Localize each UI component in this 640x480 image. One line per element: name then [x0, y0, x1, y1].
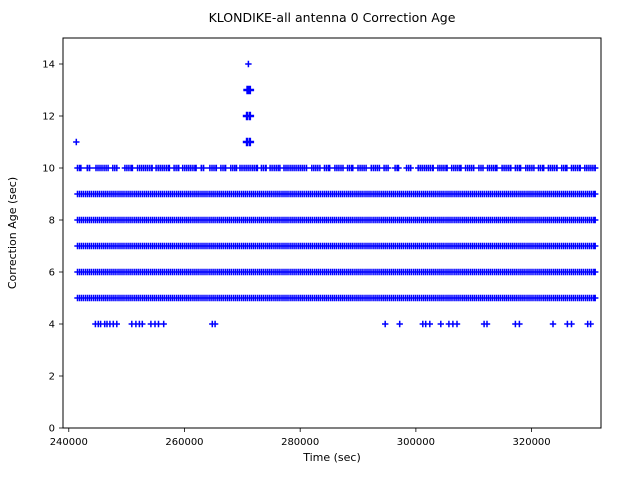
y-tick-label: 12	[42, 112, 55, 123]
y-tick-label: 2	[49, 372, 55, 383]
y-axis-label: Correction Age (sec)	[6, 177, 19, 289]
x-tick-label: 320000	[512, 437, 550, 448]
y-tick-labels: 0 2 4 6 8 10 12 14	[42, 60, 55, 435]
scatter-markers-bold	[242, 85, 255, 147]
y-tick-label: 14	[42, 60, 55, 71]
plot-area	[62, 37, 602, 429]
y-tick-label: 8	[49, 216, 55, 227]
x-axis-label: Time (sec)	[302, 451, 361, 464]
x-tick-label: 260000	[165, 437, 203, 448]
data-markers	[73, 60, 599, 328]
scatter-markers	[73, 60, 599, 328]
y-tick-label: 0	[49, 424, 55, 435]
y-tick-label: 6	[49, 268, 55, 279]
x-tick-label: 280000	[281, 437, 319, 448]
x-ticks	[68, 428, 532, 432]
x-tick-label: 240000	[50, 437, 88, 448]
y-tick-label: 10	[42, 164, 55, 175]
y-tick-label: 4	[49, 320, 55, 331]
x-tick-label: 300000	[397, 437, 435, 448]
x-tick-labels: 240000 260000 280000 300000 320000	[50, 437, 551, 448]
y-ticks	[59, 63, 63, 429]
chart-title: KLONDIKE-all antenna 0 Correction Age	[209, 10, 456, 25]
